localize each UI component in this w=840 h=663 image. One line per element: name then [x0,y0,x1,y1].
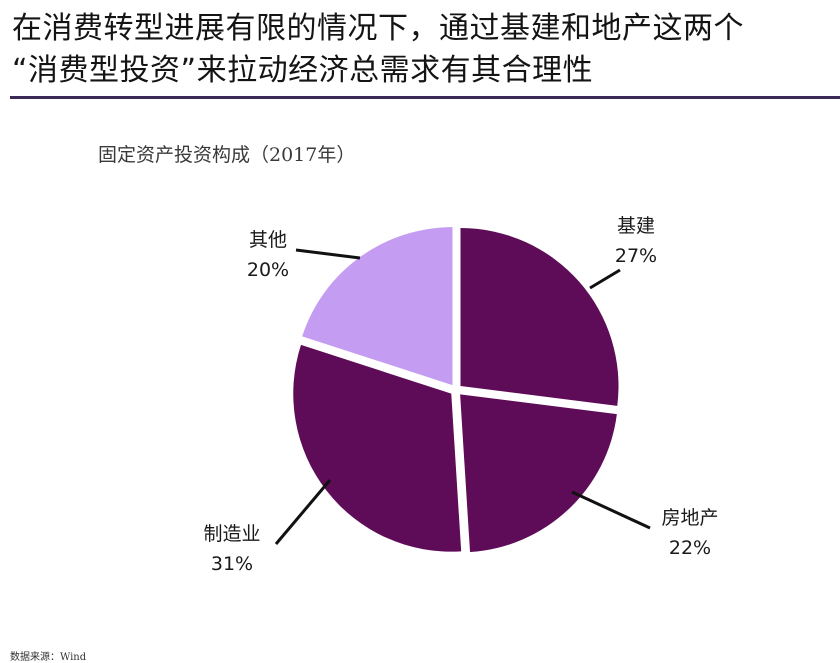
page-title-line-2: “消费型投资”来拉动经济总需求有其合理性 [12,53,594,88]
chart-title: 固定资产投资构成（2017年） [98,144,356,166]
leader-line-4 [295,248,361,260]
slice-value-3: 31% [211,553,253,575]
slice-label-3: 制造业 [203,523,260,545]
slice-value-1: 27% [615,245,657,267]
source-note: 数据来源：Wind [10,652,87,663]
pie-slice-4 [302,227,453,386]
leader-line-1 [589,268,621,290]
slice-label-2: 房地产 [661,507,718,529]
slice-value-2: 22% [669,537,711,559]
page-title-line-1: 在消费转型进展有限的情况下，通过基建和地产这两个 [12,11,744,46]
slice-label-4: 其他 [249,229,287,251]
pie-slice-1 [460,228,619,406]
pie-slice-3 [293,344,462,552]
leader-line-2 [571,490,651,530]
page-title: 在消费转型进展有限的情况下，通过基建和地产这两个 “消费型投资”来拉动经济总需求… [12,8,828,92]
leader-line-3 [274,479,332,545]
title-divider [10,96,840,99]
slice-value-4: 20% [247,259,289,281]
slice-label-1: 基建 [617,215,655,237]
pie-slice-2 [460,394,617,553]
